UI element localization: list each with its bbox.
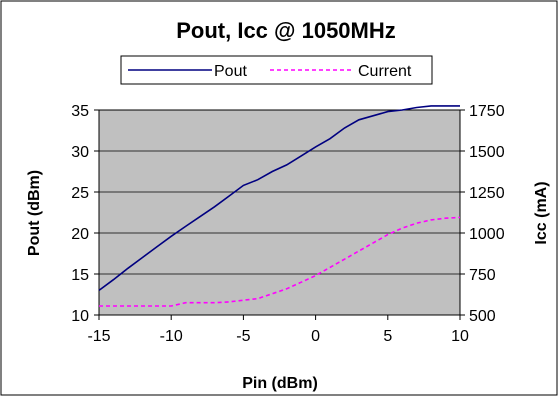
- y-tick-label: 15: [71, 267, 89, 284]
- y2-tick-label: 750: [469, 267, 496, 284]
- legend-label-pout: Pout: [214, 63, 247, 80]
- x-tick-label: 0: [311, 328, 320, 345]
- plot-area: [98, 109, 461, 316]
- tick-labels: 10 15 20 25 30 35 500 750 1000 1250 1500 1750 -15 -10…: [71, 103, 504, 345]
- y-tick-label: 30: [71, 144, 89, 161]
- y2-tick-label: 1500: [469, 144, 505, 161]
- x-tick-label: -15: [87, 328, 110, 345]
- legend-label-current: Current: [358, 63, 412, 80]
- x-tick-label: -10: [160, 328, 183, 345]
- series-line-pout: [98, 105, 460, 292]
- y-axis-title: Pout (dBm): [26, 170, 43, 256]
- gridlines: [99, 109, 460, 316]
- y2-axis-title: Icc (mA): [533, 181, 550, 244]
- x-tick-label: 5: [383, 328, 392, 345]
- chart-title: Pout, Icc @ 1050MHz: [176, 18, 396, 43]
- y-tick-label: 35: [71, 103, 89, 120]
- series-line-current: [99, 216, 461, 307]
- y-tick-label: 25: [71, 185, 89, 202]
- legend: Pout Current: [120, 55, 433, 85]
- y-tick-label: 10: [71, 308, 89, 325]
- x-axis-title: Pin (dBm): [242, 375, 318, 392]
- y2-tick-label: 1000: [469, 226, 505, 243]
- x-tick-label: -5: [236, 328, 250, 345]
- y-tick-label: 20: [71, 226, 89, 243]
- y2-tick-label: 1250: [469, 185, 505, 202]
- x-tick-label: 10: [451, 328, 469, 345]
- y2-tick-label: 1750: [469, 103, 505, 120]
- series-layer: [98, 105, 461, 307]
- y2-tick-label: 500: [469, 308, 496, 325]
